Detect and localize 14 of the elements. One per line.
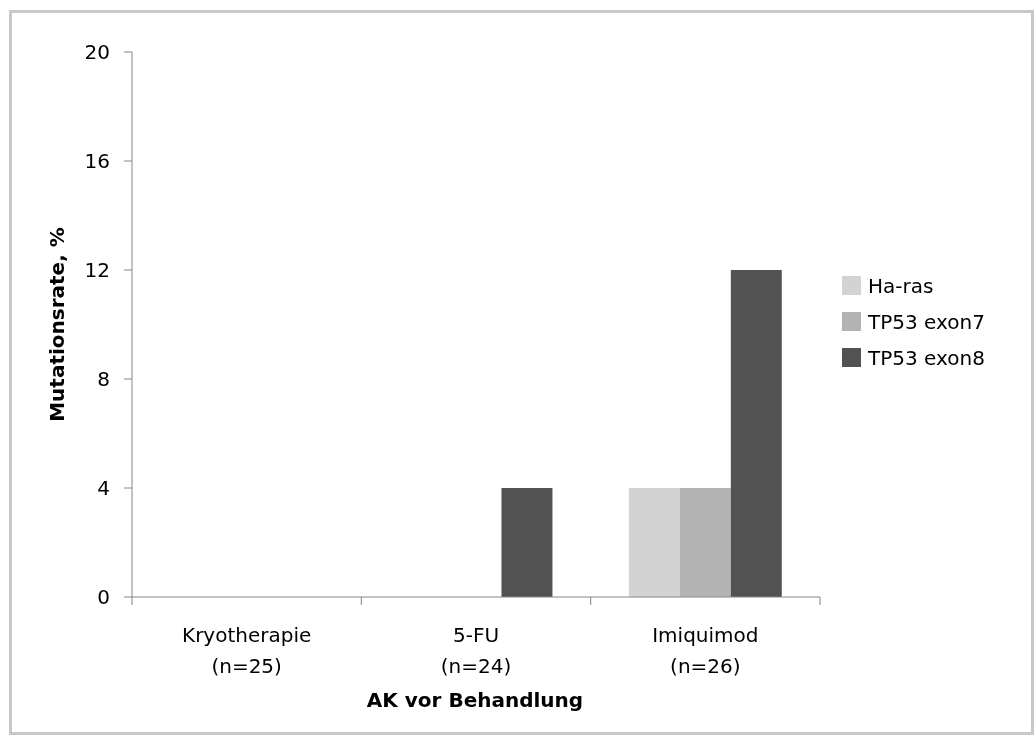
legend-label: TP53 exon8	[867, 346, 985, 370]
y-axis-title: Mutationsrate, %	[45, 227, 69, 422]
x-tick-label: 5-FU (n=24)	[440, 623, 512, 678]
y-tick-label: 16	[84, 149, 110, 173]
x-tick-label: Kryotherapie (n=25)	[182, 623, 312, 678]
y-tick-label: 12	[84, 258, 110, 282]
x-tick-label: Imiquimod (n=26)	[652, 623, 759, 678]
y-tick-label: 20	[84, 40, 110, 64]
y-tick-label: 4	[97, 476, 110, 500]
x-axis-title: AK vor Behandlung	[366, 688, 584, 712]
legend-label: TP53 exon7	[867, 310, 985, 334]
y-tick-label: 8	[97, 367, 110, 391]
legend-label: Ha-ras	[868, 274, 934, 298]
y-tick-label: 0	[97, 585, 110, 609]
